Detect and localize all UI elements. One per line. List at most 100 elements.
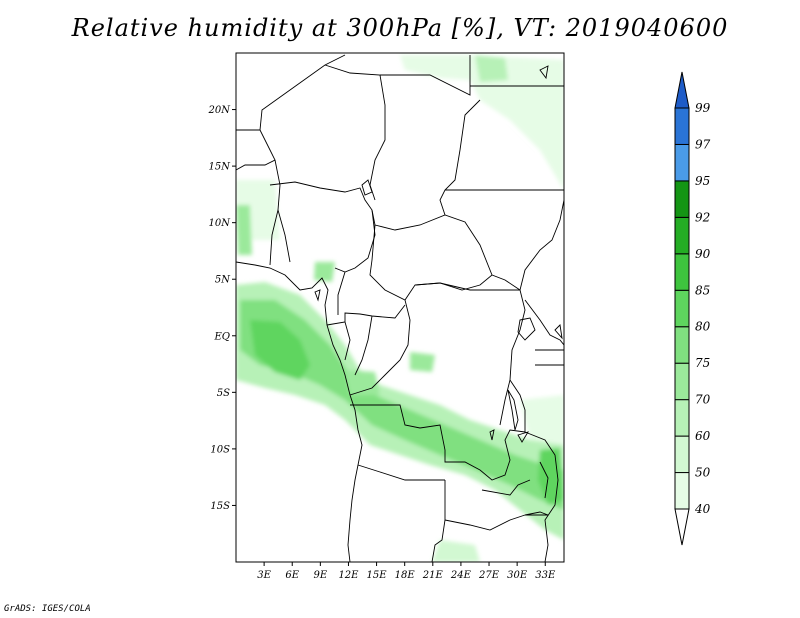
border [439, 109, 471, 216]
humidity-area-light [520, 395, 564, 450]
colorbar: 40 50 60 70 75 80 85 90 92 95 97 99 [674, 71, 711, 546]
border [369, 224, 521, 301]
border [509, 379, 526, 432]
lake-outline [517, 317, 536, 341]
colorbar-upper-triangle [674, 71, 690, 109]
lon-tick-label: 21E [422, 570, 444, 581]
colorbar-segment [674, 472, 690, 510]
border [444, 514, 526, 531]
border [519, 199, 564, 291]
colorbar-label: 50 [695, 466, 711, 480]
colorbar-label: 95 [695, 174, 710, 188]
lat-tick-label: 15N [209, 162, 232, 173]
colorbar-label: 80 [695, 320, 711, 334]
humidity-patch [314, 262, 335, 282]
border [269, 181, 376, 226]
colorbar-segment [674, 216, 690, 255]
border [431, 480, 446, 562]
colorbar-segment [674, 326, 690, 364]
map-frame [235, 52, 565, 563]
lake-outline [524, 511, 549, 516]
border [380, 55, 471, 96]
lake-outline [507, 389, 519, 431]
humidity-area-light [470, 55, 564, 190]
border [349, 299, 411, 396]
border [334, 209, 376, 273]
border [357, 464, 445, 481]
border [524, 299, 564, 346]
lon-tick-label: 6E [285, 570, 299, 581]
lake-outline [361, 179, 373, 196]
border [354, 315, 373, 376]
colorbar-lower-triangle [674, 508, 690, 546]
lat-tick-label: 20N [208, 105, 232, 116]
border [324, 64, 386, 201]
lat-tick-label: 15S [210, 501, 230, 512]
colorbar-label: 97 [695, 137, 711, 151]
coastline [236, 261, 363, 562]
humidity-field [236, 55, 564, 562]
colorbar-segment [674, 362, 690, 401]
colorbar-segment [674, 253, 690, 291]
lon-tick-label: 3E [257, 570, 271, 581]
country-borders [236, 54, 564, 562]
lon-tick-label: 18E [395, 570, 416, 581]
humidity-patch [345, 370, 380, 395]
colorbar-label: 70 [695, 393, 711, 407]
lon-tick-label: 9E [314, 570, 328, 581]
humidity-patch [475, 55, 508, 82]
colorbar-segment [674, 180, 690, 218]
border [259, 54, 346, 131]
colorbar-segment [674, 107, 690, 145]
border [469, 99, 481, 111]
humidity-band-core [240, 300, 564, 510]
border [326, 304, 406, 326]
colorbar-label: 90 [695, 247, 711, 261]
humidity-band-max [538, 448, 564, 505]
lon-tick-label: 12E [338, 570, 359, 581]
colorbar-label: 75 [695, 356, 710, 370]
humidity-area-light [400, 55, 470, 80]
lake-outline [554, 324, 563, 340]
latitude-axis: 20N 15N 10N 5N EQ 5S 10S 15S [208, 105, 236, 512]
colorbar-segment [674, 435, 690, 474]
lake-outline [517, 431, 529, 443]
lon-tick-label: 30E [507, 570, 528, 581]
border [374, 214, 493, 276]
colorbar-label: 92 [695, 210, 710, 224]
colorbar-segment [674, 143, 690, 182]
lake-outline [489, 429, 495, 441]
lon-tick-label: 27E [478, 570, 500, 581]
longitude-axis: 3E 6E 9E 12E 15E 18E 21E 24E 27E 30E 33E [257, 562, 556, 581]
lake-outline [539, 65, 549, 80]
border [414, 282, 526, 426]
lat-tick-label: 10S [210, 444, 230, 455]
border [539, 461, 549, 499]
humidity-patch [410, 352, 435, 372]
border [524, 431, 559, 562]
humidity-band-max [250, 320, 310, 380]
credit-text: GrADS: IGES/COLA [4, 604, 91, 614]
border [236, 129, 276, 171]
border [481, 479, 531, 496]
lat-tick-label: 10N [209, 218, 232, 229]
colorbar-segment [674, 399, 690, 437]
border [350, 404, 526, 481]
lon-tick-label: 24E [450, 570, 472, 581]
lon-tick-label: 15E [367, 570, 388, 581]
lat-tick-label: EQ [214, 331, 231, 342]
colorbar-segment [674, 289, 690, 328]
humidity-area-light [432, 540, 480, 562]
humidity-patch [236, 205, 252, 255]
lake-outline [314, 289, 321, 302]
colorbar-label: 60 [695, 429, 711, 443]
lat-tick-label: 5S [217, 388, 230, 399]
colorbar-label: 40 [694, 502, 711, 516]
lat-tick-label: 5N [215, 275, 231, 286]
map-title: Relative humidity at 300hPa [%], VT: 201… [71, 14, 729, 42]
colorbar-label: 99 [695, 101, 711, 115]
border [277, 209, 291, 263]
colorbar-label: 85 [695, 283, 710, 297]
border [344, 321, 351, 361]
